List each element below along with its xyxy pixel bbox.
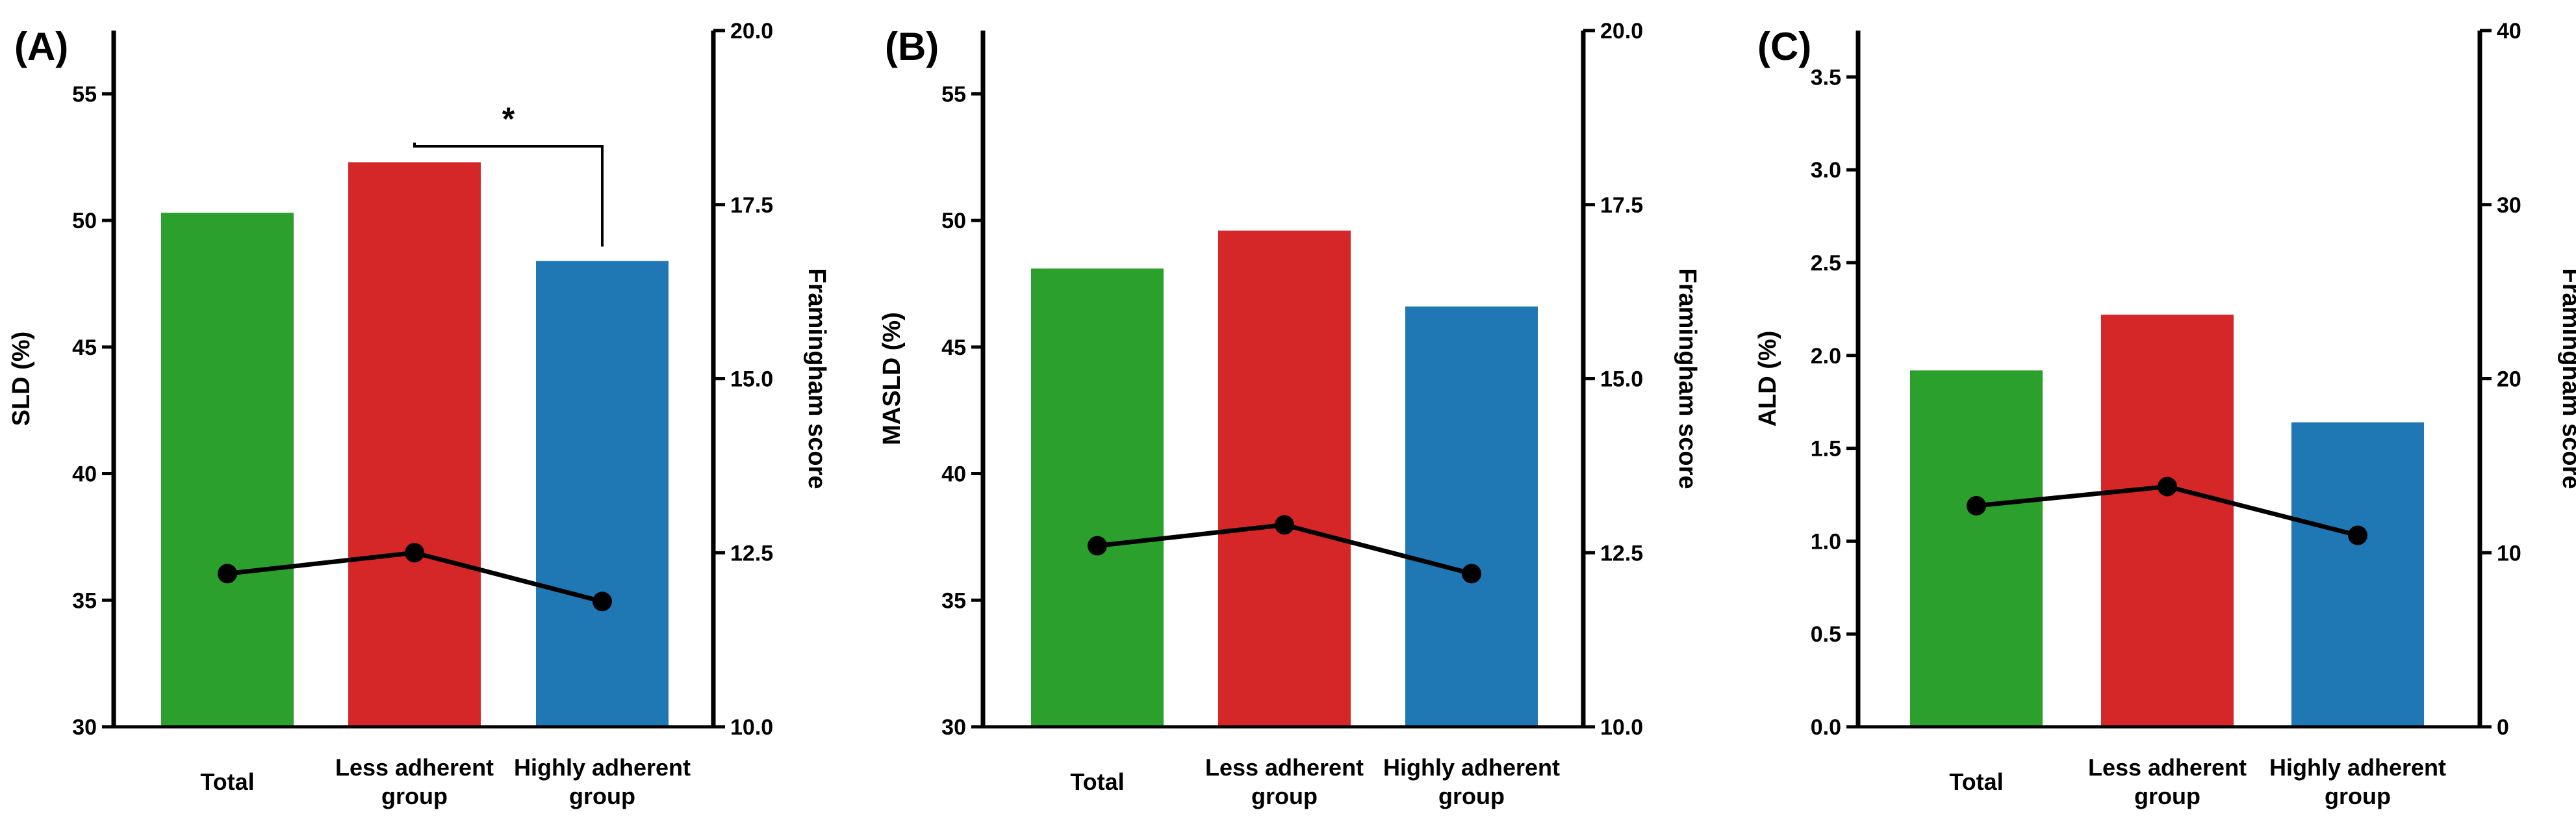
right-tick-label: 20.0 — [730, 19, 773, 44]
significance-marker: * — [502, 101, 515, 137]
bar-highly-adherent — [2291, 422, 2424, 727]
category-label-line: Highly adherent — [1383, 754, 1560, 781]
category-label-line: Less adherent — [1205, 754, 1364, 781]
right-tick-label: 20.0 — [1600, 19, 1643, 44]
framingham-point-less-adherent — [405, 543, 424, 563]
right-tick-label: 15.0 — [1600, 367, 1643, 392]
bar-total — [1031, 268, 1164, 727]
left-tick-label: 1.0 — [1811, 529, 1841, 554]
significance-bracket — [413, 142, 604, 247]
left-tick-label: 50 — [72, 209, 97, 233]
bar-less-adherent — [1218, 230, 1351, 727]
left-tick-label: 40 — [72, 462, 97, 487]
category-label-line: Less adherent — [2088, 754, 2247, 781]
category-label-total: Total — [1949, 768, 2003, 795]
y2-axis-title: Framingham score — [2557, 268, 2576, 490]
left-tick-label: 0.0 — [1811, 715, 1841, 740]
bar-less-adherent — [348, 162, 481, 727]
y-axis-title: ALD (%) — [1754, 331, 1781, 427]
panel-label: (C) — [1757, 25, 1811, 68]
y-axis-title: MASLD (%) — [878, 312, 906, 445]
right-tick-label: 0 — [2497, 715, 2509, 740]
framingham-point-less-adherent — [2158, 477, 2177, 497]
left-tick-label: 3.5 — [1811, 65, 1841, 90]
bar-total — [161, 213, 294, 727]
left-tick-label: 30 — [72, 715, 97, 740]
category-label-line: Highly adherent — [514, 754, 691, 781]
category-label-highly-adherent: Highly adherent group — [1383, 754, 1560, 809]
framingham-point-total — [218, 564, 237, 584]
category-label-line: group — [2134, 783, 2200, 809]
category-label-total: Total — [200, 768, 254, 795]
left-tick-label: 30 — [941, 715, 966, 740]
left-tick-label: 3.0 — [1811, 158, 1841, 183]
right-tick-label: 15.0 — [730, 367, 773, 392]
left-tick-label: 2.5 — [1811, 251, 1841, 276]
category-label-line: group — [1251, 783, 1318, 809]
chart-panel-a: (A) 30 35 40 45 50 55 10.0 12.5 15.0 17.5 20.0 SLD (… — [8, 19, 830, 809]
framingham-point-total — [1088, 536, 1107, 556]
category-label-highly-adherent: Highly adherent group — [2269, 754, 2446, 809]
category-label-line: Less adherent — [335, 754, 494, 781]
right-tick-label: 17.5 — [1600, 193, 1643, 218]
left-tick-label: 45 — [941, 335, 966, 360]
right-tick-label: 10.0 — [730, 715, 773, 740]
left-tick-label: 55 — [72, 82, 97, 107]
left-tick-label: 35 — [941, 588, 966, 613]
right-tick-label: 40 — [2497, 19, 2521, 44]
left-tick-label: 0.5 — [1811, 622, 1841, 647]
y-axis-title: SLD (%) — [8, 332, 35, 426]
right-tick-label: 10.0 — [1600, 715, 1643, 740]
framingham-point-highly-adherent — [593, 592, 612, 612]
y2-axis-title: Framingham score — [803, 268, 830, 490]
category-label-highly-adherent: Highly adherent group — [514, 754, 691, 809]
framingham-point-highly-adherent — [1462, 564, 1481, 584]
right-tick-label: 12.5 — [730, 541, 773, 566]
category-label-line: group — [1438, 783, 1505, 809]
category-label-line: Highly adherent — [2269, 754, 2446, 781]
category-label-line: group — [2325, 783, 2391, 809]
left-tick-label: 2.0 — [1811, 344, 1841, 369]
category-label-line: group — [381, 783, 448, 809]
left-tick-label: 45 — [72, 335, 97, 360]
left-tick-label: 50 — [941, 209, 966, 233]
bar-highly-adherent — [536, 261, 669, 727]
right-tick-label: 12.5 — [1600, 541, 1643, 566]
right-tick-label: 20 — [2497, 367, 2521, 392]
left-tick-label: 35 — [72, 588, 97, 613]
category-label-total: Total — [1070, 768, 1124, 795]
framingham-point-less-adherent — [1275, 515, 1294, 535]
category-label-line: group — [569, 783, 635, 809]
right-tick-label: 17.5 — [730, 193, 773, 218]
chart-panel-b: (B) 30 35 40 45 50 55 10.0 12.5 15.0 17.5 20.0 MASLD… — [878, 19, 1701, 809]
bar-total — [1910, 370, 2043, 727]
panel-label: (B) — [885, 25, 939, 68]
right-tick-label: 30 — [2497, 193, 2521, 218]
bar-highly-adherent — [1405, 306, 1538, 727]
chart-panel-c: (C) 0.0 0.5 1.0 1.5 2.0 2.5 3.0 3.5 0 10 20 30 40 ALD … — [1754, 19, 2576, 809]
panel-label: (A) — [14, 25, 68, 68]
category-label-less-adherent: Less adherent group — [2088, 754, 2247, 809]
left-tick-label: 55 — [941, 82, 966, 107]
framingham-point-total — [1967, 495, 1986, 516]
right-tick-label: 10 — [2497, 541, 2521, 566]
bar-less-adherent — [2101, 314, 2234, 727]
left-tick-label: 1.5 — [1811, 437, 1841, 462]
y2-axis-title: Framingham score — [1674, 268, 1701, 490]
left-tick-label: 40 — [941, 462, 966, 487]
category-label-less-adherent: Less adherent group — [1205, 754, 1364, 809]
framingham-point-highly-adherent — [2348, 525, 2367, 545]
category-label-less-adherent: Less adherent group — [335, 754, 494, 809]
